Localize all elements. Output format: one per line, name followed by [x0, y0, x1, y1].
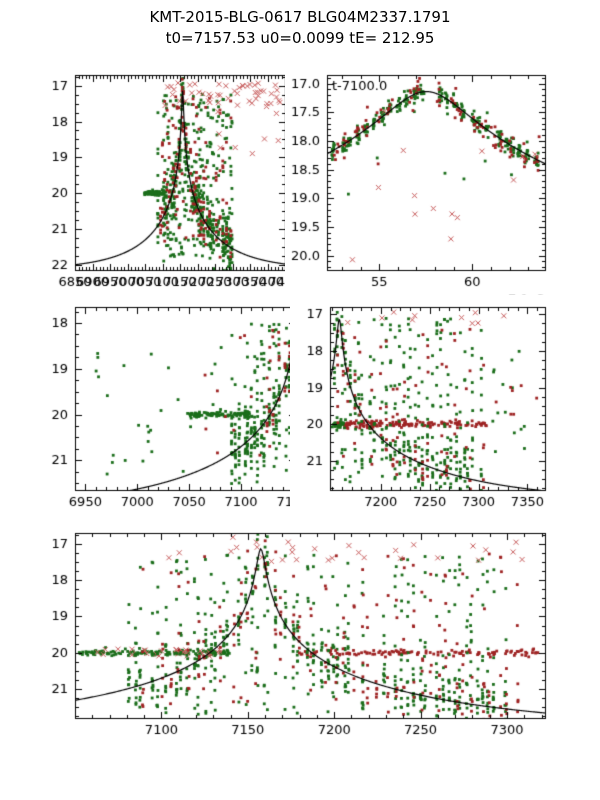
- panel-full-season: [35, 521, 557, 769]
- figure-subtitle: t0=7157.53 u0=0.0099 tE= 212.95: [165, 29, 435, 47]
- panel-peak-zoom: [285, 63, 557, 318]
- panel-wide-view: [35, 63, 297, 305]
- panel-falling-side: [290, 295, 557, 519]
- figure-title: KMT-2015-BLG-0617 BLG04M2337.1791: [149, 8, 451, 26]
- panel-rising-side: [35, 295, 307, 519]
